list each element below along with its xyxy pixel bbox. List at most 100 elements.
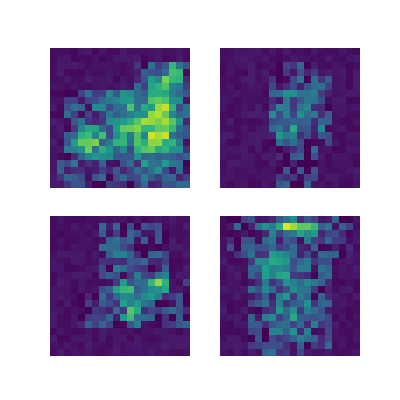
- heatmap-4-cell: [325, 293, 333, 301]
- heatmap-1-cell: [99, 174, 107, 182]
- heatmap-3-cell: [106, 328, 114, 336]
- heatmap-2-cell: [248, 111, 256, 119]
- heatmap-3-cell: [99, 279, 107, 287]
- heatmap-2-cell: [269, 139, 277, 147]
- heatmap-1-cell: [120, 90, 128, 98]
- heatmap-1-cell: [176, 125, 184, 133]
- heatmap-4-cell: [311, 237, 319, 245]
- heatmap-1-cell: [106, 146, 114, 154]
- heatmap-4-cell: [234, 328, 242, 336]
- heatmap-3-cell: [134, 286, 142, 294]
- heatmap-4-cell: [248, 244, 256, 252]
- heatmap-2-cell: [311, 97, 319, 105]
- heatmap-2-cell: [290, 160, 298, 168]
- heatmap-2-cell: [227, 83, 235, 91]
- heatmap-4-cell: [353, 307, 360, 315]
- heatmap-1-cell: [141, 62, 149, 70]
- heatmap-1-cell: [106, 174, 114, 182]
- heatmap-2-cell: [269, 174, 277, 182]
- heatmap-4-cell: [346, 328, 354, 336]
- heatmap-3-cell: [71, 216, 79, 224]
- heatmap-4-cell: [227, 251, 235, 259]
- heatmap-3-cell: [162, 293, 170, 301]
- heatmap-4-cell: [346, 314, 354, 322]
- heatmap-3-cell: [148, 279, 156, 287]
- heatmap-3-cell: [64, 300, 72, 308]
- heatmap-2-cell: [346, 55, 354, 63]
- heatmap-2-cell: [332, 160, 340, 168]
- heatmap-1-cell: [78, 55, 86, 63]
- heatmap-4-cell: [318, 335, 326, 343]
- heatmap-3-cell: [148, 230, 156, 238]
- heatmap-2-cell: [276, 69, 284, 77]
- heatmap-2-cell: [339, 146, 347, 154]
- heatmap-2-cell: [269, 181, 277, 188]
- heatmap-4-cell: [241, 244, 249, 252]
- heatmap-2-cell: [227, 125, 235, 133]
- heatmap-1-cell: [71, 111, 79, 119]
- heatmap-2-cell: [290, 167, 298, 175]
- heatmap-1-cell: [120, 97, 128, 105]
- heatmap-2-cell: [353, 174, 360, 182]
- heatmap-2-cell: [283, 76, 291, 84]
- heatmap-4-cell: [304, 230, 312, 238]
- heatmap-1-cell: [155, 90, 163, 98]
- heatmap-2-cell: [276, 160, 284, 168]
- heatmap-2-cell: [332, 62, 340, 70]
- heatmap-3-cell: [120, 279, 128, 287]
- heatmap-4-cell: [220, 335, 228, 343]
- heatmap-2-cell: [234, 132, 242, 140]
- heatmap-4-cell: [276, 307, 284, 315]
- heatmap-4-cell: [269, 314, 277, 322]
- heatmap-3-cell: [169, 307, 177, 315]
- heatmap-2-cell: [234, 104, 242, 112]
- heatmap-1-cell: [113, 69, 121, 77]
- heatmap-1-cell: [127, 132, 135, 140]
- heatmap-1-cell: [113, 104, 121, 112]
- heatmap-1-cell: [92, 97, 100, 105]
- heatmap-4-cell: [332, 328, 340, 336]
- heatmap-4-cell: [283, 216, 291, 224]
- heatmap-3-cell: [127, 216, 135, 224]
- heatmap-1-cell: [50, 174, 58, 182]
- heatmap-2-cell: [318, 83, 326, 91]
- heatmap-4-cell: [248, 328, 256, 336]
- heatmap-4-cell: [332, 265, 340, 273]
- heatmap-1-cell: [155, 55, 163, 63]
- heatmap-2-cell: [346, 181, 354, 188]
- heatmap-1-cell: [57, 167, 65, 175]
- heatmap-2-cell: [241, 90, 249, 98]
- heatmap-1-cell: [169, 181, 177, 188]
- heatmap-2-cell: [276, 83, 284, 91]
- heatmap-panel-4: [220, 216, 360, 356]
- heatmap-1-cell: [85, 62, 93, 70]
- heatmap-1-cell: [141, 118, 149, 126]
- heatmap-1-cell: [134, 160, 142, 168]
- heatmap-4-cell: [290, 244, 298, 252]
- heatmap-4-cell: [290, 265, 298, 273]
- heatmap-3-cell: [155, 307, 163, 315]
- heatmap-2-cell: [339, 132, 347, 140]
- heatmap-4-cell: [318, 230, 326, 238]
- heatmap-4-cell: [311, 272, 319, 280]
- heatmap-3-cell: [176, 335, 184, 343]
- heatmap-3-cell: [162, 279, 170, 287]
- heatmap-4-cell: [227, 230, 235, 238]
- heatmap-2-cell: [283, 69, 291, 77]
- heatmap-1-cell: [99, 111, 107, 119]
- heatmap-1-cell: [148, 167, 156, 175]
- heatmap-1-cell: [92, 174, 100, 182]
- heatmap-1-cell: [78, 90, 86, 98]
- heatmap-3-cell: [113, 293, 121, 301]
- heatmap-2-cell: [276, 174, 284, 182]
- heatmap-3-cell: [127, 335, 135, 343]
- heatmap-2-cell: [234, 153, 242, 161]
- heatmap-1-cell: [92, 83, 100, 91]
- heatmap-1-cell: [155, 160, 163, 168]
- heatmap-3-cell: [71, 237, 79, 245]
- heatmap-2-cell: [220, 153, 228, 161]
- heatmap-2-cell: [248, 125, 256, 133]
- heatmap-1-cell: [50, 62, 58, 70]
- heatmap-2-cell: [297, 55, 305, 63]
- heatmap-4-cell: [304, 251, 312, 259]
